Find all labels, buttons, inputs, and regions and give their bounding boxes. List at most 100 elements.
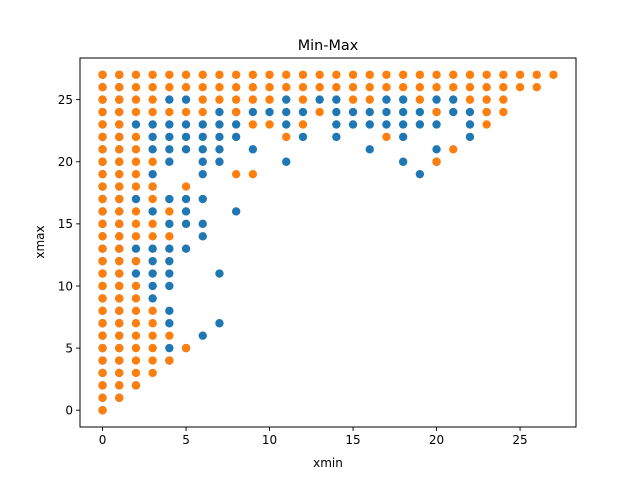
data-point-s1-168 [499,83,508,92]
data-point-s1-127 [282,70,291,79]
data-point-s0-107 [215,157,224,166]
data-point-s0-142 [398,95,408,104]
data-point-s0-59 [131,194,141,204]
y-axis-ticks: 0 5 10 15 20 25 [58,93,80,418]
data-point-s1-138 [348,83,358,92]
data-point-s0-124 [298,107,308,117]
data-point-s0-129 [332,95,341,104]
data-point-s1-56 [131,368,141,378]
data-point-s0-145 [415,107,425,117]
data-point-s1-44 [115,194,124,204]
data-point-s0-83 [165,145,174,154]
data-point-s1-87 [148,157,157,166]
data-point-s1-41 [115,232,124,241]
data-point-s0-79 [165,244,174,253]
data-point-s1-57 [131,356,141,365]
data-point-s1-74 [131,95,141,104]
data-point-s1-85 [148,194,157,204]
data-point-s1-113 [231,95,241,104]
data-point-s1-19 [98,169,107,179]
data-point-s1-123 [265,83,274,92]
data-point-s0-93 [181,132,191,142]
data-point-s0-131 [348,107,358,117]
data-point-s1-10 [98,281,107,291]
data-point-s0-82 [165,157,174,166]
data-point-s1-156 [449,83,458,92]
data-point-s1-104 [198,107,207,117]
data-point-s0-140 [398,120,408,129]
data-point-s1-166 [499,107,508,117]
data-point-s1-49 [115,132,124,142]
data-point-s1-145 [382,70,391,79]
data-points [98,70,558,415]
data-point-s0-56 [131,269,141,278]
data-point-s1-119 [248,83,258,92]
data-point-s1-151 [432,157,441,166]
data-point-s1-98 [165,70,174,79]
data-point-s0-138 [398,157,408,166]
data-point-s1-122 [265,95,274,104]
data-point-s1-101 [181,107,191,117]
data-point-s0-120 [282,120,291,129]
data-point-s1-79 [148,343,157,353]
data-point-s1-28 [115,393,124,402]
data-point-s1-121 [265,120,274,129]
data-point-s1-120 [248,70,258,79]
data-point-s1-6 [98,331,107,340]
data-point-s1-36 [115,294,124,303]
y-tick-label: 5 [65,341,73,355]
data-point-s1-162 [482,107,491,117]
data-point-s1-165 [482,70,491,79]
data-point-s1-161 [482,120,491,129]
data-point-s1-63 [131,281,141,291]
data-point-s0-135 [382,120,391,129]
data-point-s1-24 [98,107,107,117]
data-point-s1-169 [499,70,508,79]
data-point-s1-26 [98,83,107,92]
data-point-s0-127 [332,120,341,129]
data-point-s1-38 [115,269,124,278]
data-point-s0-154 [465,120,475,129]
data-point-s1-170 [515,83,525,92]
data-point-s0-69 [148,145,157,154]
data-point-s1-65 [131,232,141,241]
data-point-s1-94 [165,232,174,241]
data-point-s1-76 [131,70,141,79]
data-point-s1-29 [115,381,124,390]
data-point-s1-67 [131,207,141,216]
data-point-s0-66 [148,207,157,216]
data-point-s0-147 [432,145,441,154]
data-point-s0-148 [432,120,441,129]
data-point-s1-91 [148,70,157,79]
data-point-s1-66 [131,219,141,229]
data-point-s0-112 [231,207,241,216]
y-tick-label: 10 [58,279,73,293]
data-point-s1-61 [131,306,141,316]
data-point-s1-20 [98,157,107,166]
data-point-s1-92 [165,356,174,365]
x-tick-label: 10 [262,433,277,447]
data-point-s0-95 [181,95,191,104]
data-point-s0-91 [181,194,191,204]
data-point-s1-96 [165,107,174,117]
data-point-s1-73 [131,107,141,117]
data-point-s1-95 [165,207,174,216]
data-point-s1-157 [449,70,458,79]
data-point-s1-131 [298,70,308,79]
data-point-s1-171 [515,70,525,79]
data-point-s1-115 [231,70,241,79]
data-point-s0-108 [215,145,224,154]
data-point-s1-78 [148,356,157,365]
data-point-s0-116 [248,145,258,154]
data-point-s0-152 [449,95,458,104]
data-point-s1-159 [465,83,475,92]
data-point-s1-8 [98,306,107,316]
data-point-s1-50 [115,120,124,129]
data-point-s0-105 [215,319,224,328]
data-point-s1-5 [98,343,107,353]
data-point-s1-7 [98,319,107,328]
data-point-s0-155 [465,107,475,117]
data-point-s1-130 [298,83,308,92]
data-point-s1-55 [131,381,141,390]
